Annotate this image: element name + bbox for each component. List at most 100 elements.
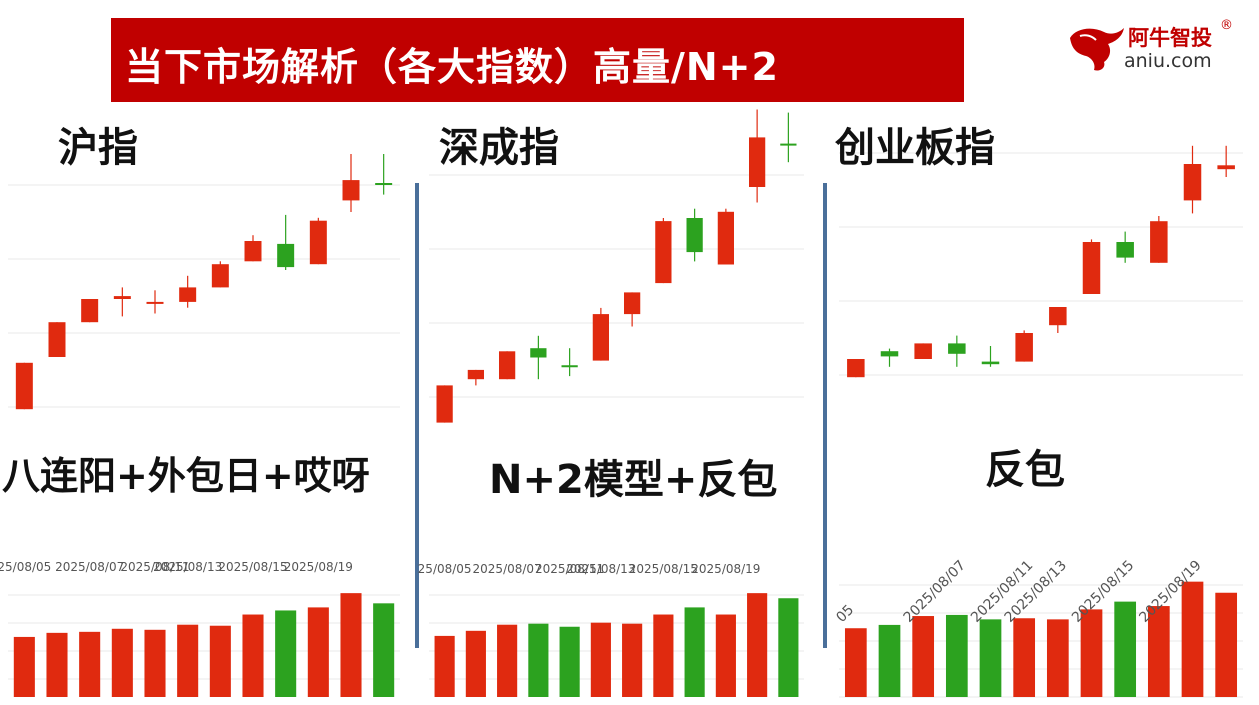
candle-body (1082, 242, 1101, 294)
volume-bar (13, 636, 35, 697)
volume-bar (1013, 618, 1036, 697)
volume-bar (1181, 581, 1204, 697)
volume-bar (497, 624, 518, 697)
candle-body (847, 359, 865, 378)
volume-bar (1215, 592, 1238, 697)
x-tick-label: 2025/08/13 (566, 562, 635, 576)
banner-title: 当下市场解析（各大指数）高量/N+2 (125, 45, 779, 89)
x-tick-label: 2025/08/19 (284, 560, 353, 574)
candle-body (1150, 221, 1168, 263)
registered-mark: ® (1220, 18, 1233, 33)
volume-bar (747, 593, 768, 697)
volume-bar (979, 619, 1002, 697)
volume-bar (878, 624, 901, 697)
volume-bar (79, 631, 101, 697)
x-tick-label: 05 (833, 602, 857, 626)
volume-bar (528, 623, 549, 697)
panel-divider (415, 183, 419, 648)
chart-panel-shenzhen: 25/08/05 2025/08/07 2025/08/11 2025/08/13 20… (418, 105, 820, 705)
candle-body (948, 343, 966, 354)
brand-logo: 阿牛智投 ® aniu.com (1066, 18, 1256, 78)
volume-bar (434, 635, 455, 697)
volume-bar (177, 624, 199, 697)
volume-bar (1147, 606, 1170, 697)
candle-body (749, 137, 766, 187)
candle-body (211, 264, 229, 288)
candle-body (530, 348, 547, 358)
volume-bar (111, 628, 133, 697)
candle-body (1217, 165, 1235, 170)
candle-body (1116, 242, 1134, 258)
candle-body (1015, 333, 1033, 362)
x-tick-label: 2025/08/11 (120, 560, 189, 574)
candle-body (81, 299, 99, 323)
chart-title: 深成指 (439, 125, 559, 171)
chart-annotation: 反包 (985, 447, 1065, 493)
candle-body (48, 322, 66, 357)
candle-body (277, 243, 295, 268)
brand-name: 阿牛智投 (1128, 26, 1212, 50)
volume-bar (653, 614, 674, 697)
candle-body (467, 369, 484, 380)
volume-bar (912, 616, 935, 697)
brand-domain: aniu.com (1124, 50, 1212, 72)
candle-body (592, 314, 609, 361)
candle-body (146, 301, 164, 304)
volume-bar (622, 623, 643, 697)
chart-panel-chinext: 05 2025/08/07 2025/08/11 2025/08/13 2025/08/… (833, 105, 1259, 705)
candle-body (113, 296, 131, 299)
candle-body (179, 287, 197, 302)
candle-body (655, 221, 672, 284)
shanghai-chart: 25/08/05 2025/08/072025/08/112025/08/1320… (0, 154, 400, 697)
x-tick-label: 25/08/05 (418, 562, 472, 576)
candle-body (499, 351, 516, 380)
volume-bar (590, 622, 611, 697)
candle-body (686, 218, 703, 253)
x-tick-label: 2025/08/07 (473, 562, 542, 576)
volume-bar (144, 629, 166, 697)
volume-bar (275, 610, 297, 697)
volume-bar (778, 598, 799, 697)
x-tick-label: 2025/08/15 (629, 562, 698, 576)
candle-body (15, 362, 33, 410)
bull-logo-icon (1070, 28, 1124, 71)
candle-body (1183, 164, 1202, 201)
chart-panel-shanghai: 25/08/05 2025/08/07 2025/08/11 2025/08/13 20… (0, 105, 410, 705)
volume-bar (684, 607, 705, 697)
chart-title: 沪指 (58, 125, 138, 171)
candle-body (342, 180, 360, 201)
volume-bar (307, 607, 329, 697)
volume-bar (465, 630, 486, 697)
volume-bar (844, 628, 867, 697)
volume-bar (242, 614, 264, 697)
volume-bar (373, 603, 395, 697)
candle-body (914, 343, 932, 359)
chart-annotation: N+2模型+反包 (489, 457, 778, 503)
chart-title: 创业板指 (835, 125, 995, 171)
chart-annotation: 八连阳+外包日+哎呀 (2, 454, 370, 498)
panel-divider (823, 183, 827, 648)
candle-body (880, 351, 899, 357)
candle-body (780, 143, 797, 146)
volume-bar (46, 632, 68, 697)
x-tick-label: 25/08/05 (0, 560, 51, 574)
volume-bar (340, 593, 362, 697)
volume-bar (559, 626, 580, 697)
volume-bar (1046, 619, 1069, 697)
candle-body (981, 361, 1000, 365)
candle-body (375, 183, 393, 185)
title-banner: 当下市场解析（各大指数）高量/N+2 (111, 18, 964, 102)
shenzhen-chart: 25/08/05 2025/08/072025/08/112025/08/1320… (418, 109, 804, 697)
candle-body (1049, 307, 1067, 326)
candle-body (717, 211, 734, 265)
candle-body (244, 241, 262, 262)
x-tick-label: 2025/08/07 (55, 560, 124, 574)
x-tick-label: 2025/08/19 (691, 562, 760, 576)
volume-bar (209, 625, 231, 697)
x-tick-label: 2025/08/15 (218, 560, 287, 574)
volume-bar (945, 614, 968, 697)
candle-body (436, 385, 453, 423)
chinext-chart: 05 2025/08/072025/08/112025/08/132025/08/… (833, 145, 1243, 698)
volume-bar (1114, 601, 1137, 697)
candle-body (561, 365, 578, 368)
